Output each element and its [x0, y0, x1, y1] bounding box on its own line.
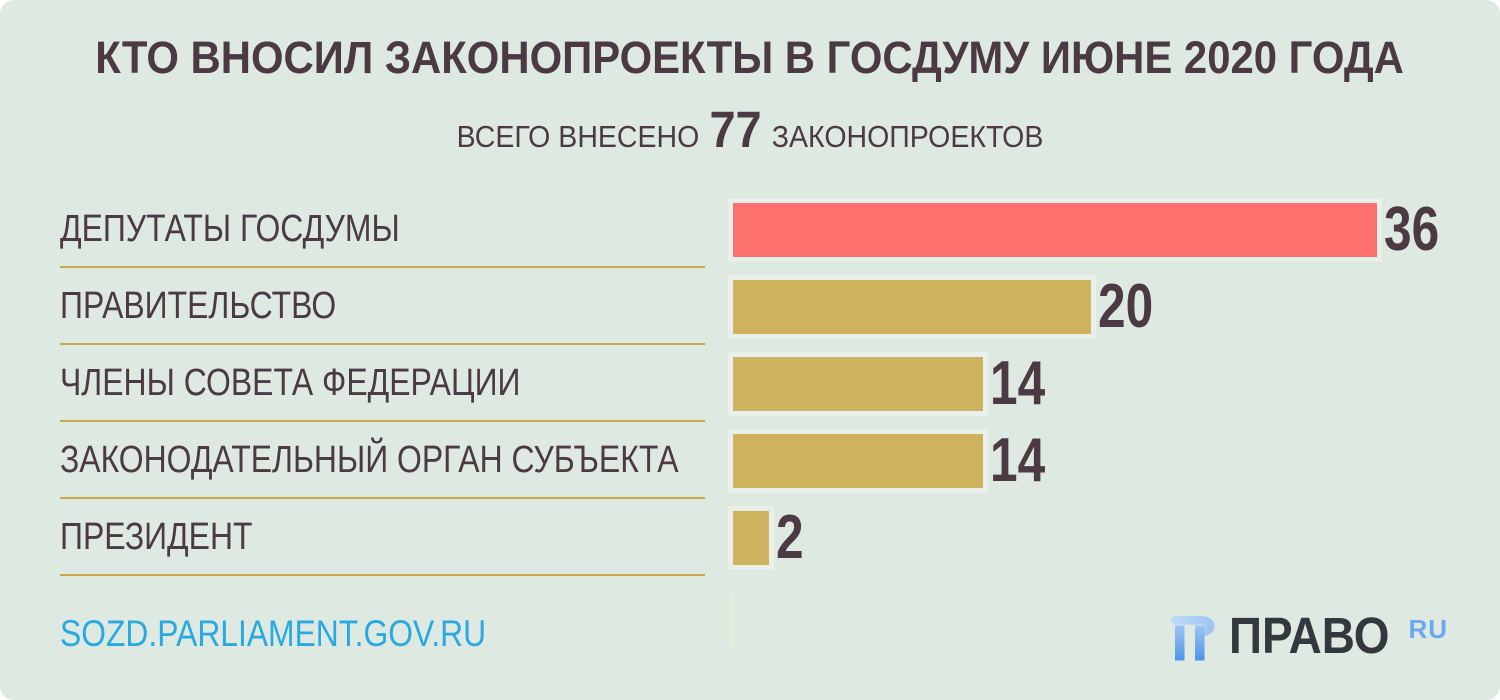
- bar-cell: 2: [733, 502, 810, 572]
- bar: [733, 356, 983, 411]
- category-label: ДЕПУТАТЫ ГОСДУМЫ: [60, 208, 400, 250]
- subtitle-suffix: ЗАКОНОПРОЕКТОВ: [771, 119, 1044, 154]
- chart-row: ПРАВИТЕЛЬСТВО 20: [60, 268, 1500, 345]
- pravo-monogram-icon: [1171, 616, 1215, 661]
- bar-value: 2: [776, 502, 804, 572]
- chart-row: ЗАКОНОДАТЕЛЬНЫЙ ОРГАН СУБЪЕКТА 14: [60, 422, 1500, 499]
- bar: [733, 279, 1091, 334]
- bar-cell: 20: [733, 271, 1167, 341]
- bar-value: 36: [1384, 194, 1440, 264]
- bar: [733, 510, 769, 565]
- category-label: ПРАВИТЕЛЬСТВО: [60, 285, 337, 327]
- logo-brand-text: ПРАВО: [1229, 607, 1390, 664]
- category-label: ПРЕЗИДЕНТ: [60, 516, 253, 558]
- row-divider: [60, 266, 705, 268]
- page-title: КТО ВНОСИЛ ЗАКОНОПРОЕКТЫ В ГОСДУМУ ИЮНЕ …: [95, 32, 1405, 83]
- bar-cell: 36: [733, 194, 1453, 264]
- pravo-ru-logo: ПРАВО RU: [1167, 608, 1448, 664]
- subtitle-prefix: ВСЕГО ВНЕСЕНО: [456, 119, 700, 154]
- row-divider: [60, 343, 705, 345]
- bar-value: 14: [990, 348, 1046, 418]
- bar-value: 20: [1098, 271, 1154, 341]
- category-label: ЗАКОНОДАТЕЛЬНЫЙ ОРГАН СУБЪЕКТА: [60, 439, 679, 481]
- bar-cell: 14: [733, 425, 1059, 495]
- chart-row: ПРЕЗИДЕНТ 2: [60, 499, 1500, 576]
- axis-baseline-tick: [731, 592, 734, 648]
- bar-chart: ДЕПУТАТЫ ГОСДУМЫ 36 ПРАВИТЕЛЬСТВО 20 ЧЛЕ…: [60, 191, 1500, 576]
- total-count: 77: [709, 101, 762, 158]
- row-divider: [60, 420, 705, 422]
- category-label: ЧЛЕНЫ СОВЕТА ФЕДЕРАЦИИ: [60, 362, 521, 404]
- row-divider: [60, 497, 705, 499]
- bar-value: 14: [990, 425, 1046, 495]
- bar: [733, 202, 1377, 257]
- chart-row: ДЕПУТАТЫ ГОСДУМЫ 36: [60, 191, 1500, 268]
- subtitle: ВСЕГО ВНЕСЕНО 77 ЗАКОНОПРОЕКТОВ: [60, 100, 1440, 159]
- logo-tld-text: RU: [1408, 614, 1448, 644]
- row-divider: [60, 574, 705, 576]
- bar: [733, 433, 983, 488]
- source-url-link[interactable]: SOZD.PARLIAMENT.GOV.RU: [60, 613, 487, 654]
- chart-row: ЧЛЕНЫ СОВЕТА ФЕДЕРАЦИИ 14: [60, 345, 1500, 422]
- bar-cell: 14: [733, 348, 1059, 418]
